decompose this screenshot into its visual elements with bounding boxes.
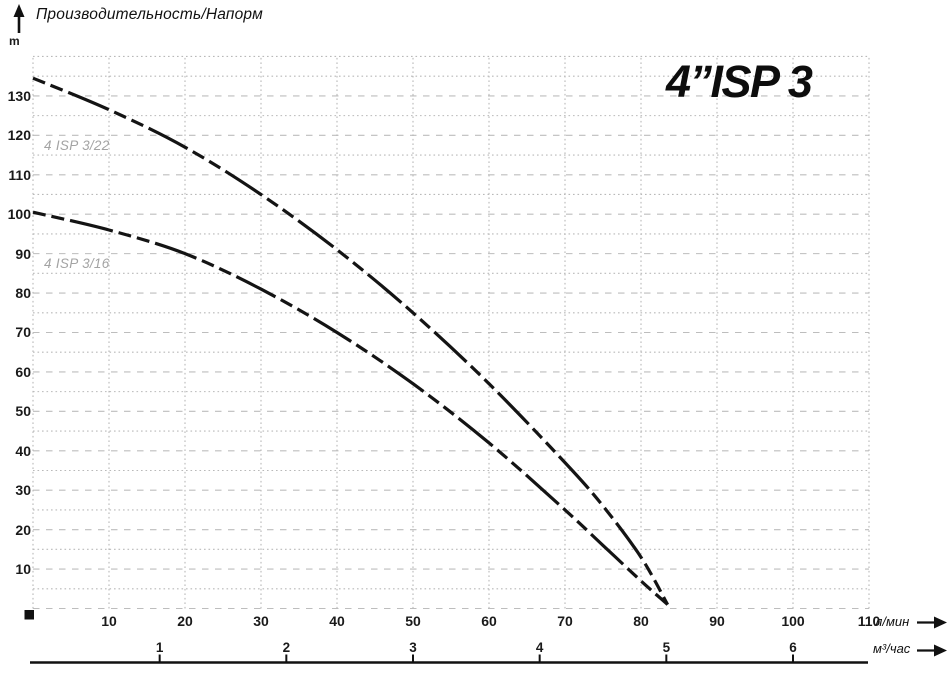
x-tick-label: 100 <box>781 613 805 629</box>
x-tick-label: 70 <box>557 613 573 629</box>
m3h-tick-label: 1 <box>155 640 164 655</box>
m3h-tick-label: 6 <box>789 640 797 655</box>
pump-curve-3-22 <box>32 76 669 606</box>
origin-marker <box>24 610 34 620</box>
y-tick-label: 110 <box>8 166 31 183</box>
x-tick-label: 90 <box>709 613 725 629</box>
x-tick-label: 30 <box>253 613 269 629</box>
m3h-tick-label: 2 <box>282 640 291 655</box>
y-tick-label: 130 <box>7 87 31 104</box>
chart-title: 4”ISP 3 <box>666 56 813 107</box>
y-tick-label: 20 <box>15 521 31 538</box>
curve-label-4isp-3-22: 4 ISP 3/22 <box>44 138 110 153</box>
y-tick-label: 70 <box>15 324 31 341</box>
m3h-tick-label: 5 <box>662 640 671 655</box>
pump-curve-3-16 <box>32 210 669 606</box>
y-tick-label: 10 <box>15 561 31 578</box>
x-tick-label: 20 <box>177 613 193 629</box>
x-axis-unit-lmin: л/мин <box>875 614 910 629</box>
y-tick-label: 90 <box>15 245 31 262</box>
curve-label-4isp-3-16: 4 ISP 3/16 <box>44 256 110 271</box>
y-tick-label: 30 <box>15 482 31 499</box>
x-tick-label: 60 <box>481 613 497 629</box>
m3h-tick-label: 3 <box>409 640 417 655</box>
x-tick-label: 10 <box>101 613 117 629</box>
right-arrow-icon <box>917 644 947 657</box>
x-axis-unit-m3h: м³/час <box>873 641 911 656</box>
x-tick-label: 80 <box>633 613 649 629</box>
up-arrow-icon <box>13 4 25 33</box>
x-tick-label: 50 <box>405 613 421 629</box>
y-tick-label: 80 <box>15 285 31 302</box>
y-tick-label: 40 <box>15 442 31 459</box>
m3h-tick-label: 4 <box>535 640 544 655</box>
y-axis-unit: m <box>9 34 20 48</box>
y-tick-label: 120 <box>7 127 31 144</box>
y-tick-label: 50 <box>15 403 31 420</box>
x-tick-label: 40 <box>329 613 345 629</box>
y-tick-label: 60 <box>15 363 31 380</box>
axis-caption: Производительность/Напорм <box>36 6 263 23</box>
right-arrow-icon <box>917 616 947 629</box>
y-tick-label: 100 <box>7 206 31 223</box>
x-tick-label: 110 <box>857 613 881 629</box>
